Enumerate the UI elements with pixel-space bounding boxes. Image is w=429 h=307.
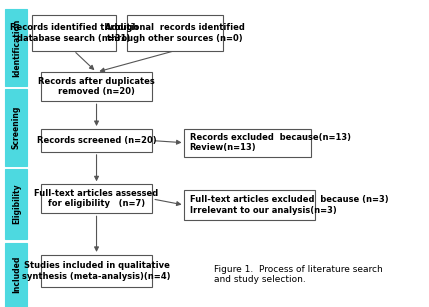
FancyBboxPatch shape: [127, 15, 223, 51]
FancyBboxPatch shape: [32, 15, 116, 51]
Text: Records identified through
database search (n=31): Records identified through database sear…: [10, 23, 138, 43]
Text: Records excluded  because(n=13)
Review(n=13): Records excluded because(n=13) Review(n=…: [190, 133, 350, 153]
FancyBboxPatch shape: [184, 129, 311, 157]
Text: Full-text articles excluded  because (n=3)
Irrelevant to our analysis(n=3): Full-text articles excluded because (n=3…: [190, 195, 388, 215]
Text: Identification: Identification: [12, 18, 21, 77]
FancyBboxPatch shape: [5, 169, 27, 239]
Text: Additional  records identified
through other sources (n=0): Additional records identified through ot…: [105, 23, 245, 43]
FancyBboxPatch shape: [41, 184, 152, 213]
FancyBboxPatch shape: [184, 190, 315, 220]
Text: Eligibility: Eligibility: [12, 184, 21, 224]
Text: Records screened (n=20): Records screened (n=20): [37, 136, 156, 145]
FancyBboxPatch shape: [5, 89, 27, 166]
Text: Full-text articles assessed
for eligibility   (n=7): Full-text articles assessed for eligibil…: [34, 189, 159, 208]
FancyBboxPatch shape: [41, 255, 152, 287]
Text: Figure 1.  Process of literature search
and study selection.: Figure 1. Process of literature search a…: [214, 265, 383, 284]
FancyBboxPatch shape: [5, 243, 27, 307]
FancyBboxPatch shape: [41, 72, 152, 101]
FancyBboxPatch shape: [5, 9, 27, 86]
Text: Screening: Screening: [12, 106, 21, 149]
Text: Studies included in qualitative
synthesis (meta-analysis)(n=4): Studies included in qualitative synthesi…: [22, 261, 171, 281]
FancyBboxPatch shape: [41, 129, 152, 152]
Text: Included: Included: [12, 256, 21, 293]
Text: Records after duplicates
removed (n=20): Records after duplicates removed (n=20): [38, 77, 155, 96]
